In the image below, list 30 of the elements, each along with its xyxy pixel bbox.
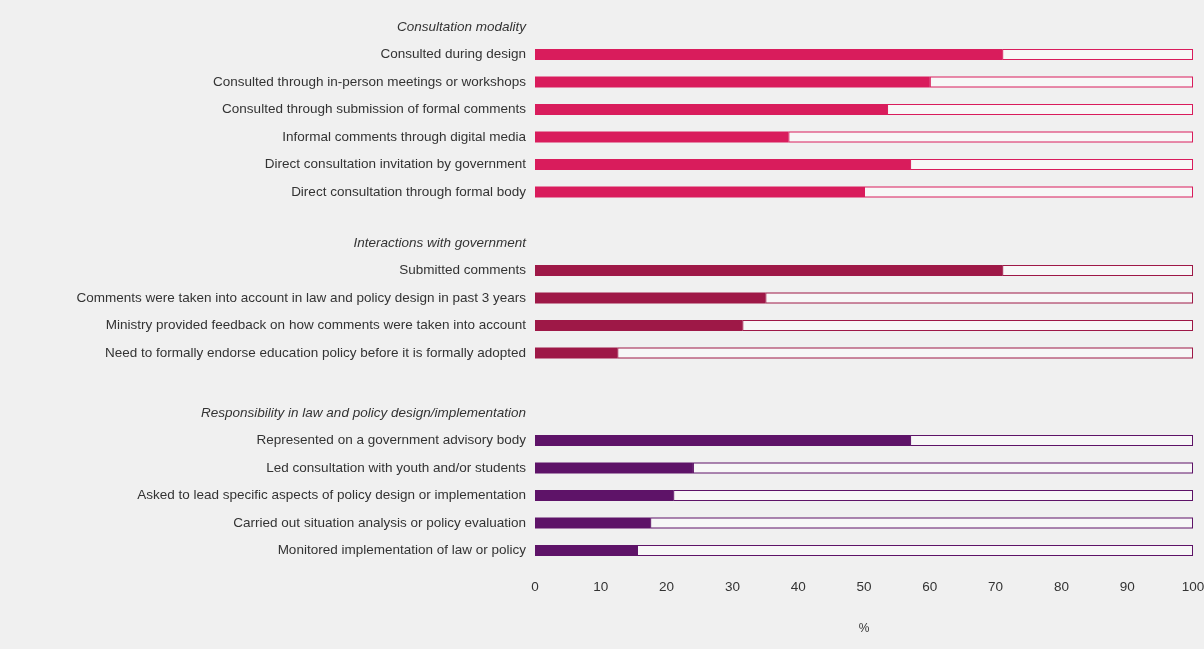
x-tick-label: 40 — [790, 579, 806, 595]
y-tick-label: Consulted through in-person meetings or workshops — [213, 73, 527, 89]
x-tick-label: 10 — [593, 579, 609, 595]
y-tick-label: Need to formally endorse education policy before it is formally adopted — [105, 344, 526, 360]
y-tick-label: Consulted through submission of formal comments — [222, 101, 527, 117]
x-tick-label: 80 — [1053, 579, 1069, 595]
x-tick-label: 50 — [856, 579, 872, 595]
y-tick-label: Ministry provided feedback on how comments were taken into account — [105, 317, 527, 333]
x-tick-label: 90 — [1119, 579, 1135, 595]
chart-title: Interactions with government — [353, 234, 528, 250]
y-tick-label: Represented on a government advisory body — [256, 432, 527, 448]
y-tick-label: Informal comments through digital media — [282, 128, 527, 144]
y-tick-label: Direct consultation through formal body — [291, 183, 527, 199]
x-tick-label: 20 — [659, 579, 675, 595]
y-tick-label: Direct consultation invitation by government — [264, 156, 527, 172]
x-tick-label: 0 — [531, 579, 539, 595]
y-tick-label: Asked to lead specific aspects of policy design or implementation — [137, 487, 526, 503]
x-axis-title: % — [858, 620, 870, 635]
y-tick-label: Consulted during design — [380, 46, 526, 62]
y-tick-label: Monitored implementation of law or policy — [277, 542, 527, 558]
x-tick-label: 30 — [724, 579, 740, 595]
x-tick-label: 100 — [1181, 579, 1204, 595]
x-tick-label: 70 — [988, 579, 1004, 595]
y-tick-label: Carried out situation analysis or policy evaluation — [233, 514, 526, 530]
y-tick-label: Submitted comments — [399, 262, 527, 278]
x-tick-label: 60 — [922, 579, 938, 595]
text: Responsibility in law and policy design/implementation — [201, 404, 526, 420]
y-tick-label: Led consultation with youth and/or students — [266, 459, 527, 475]
y-tick-label: Comments were taken into account in law and policy design in past 3 years — [76, 289, 527, 305]
chart-title: Consultation modality — [396, 18, 528, 34]
